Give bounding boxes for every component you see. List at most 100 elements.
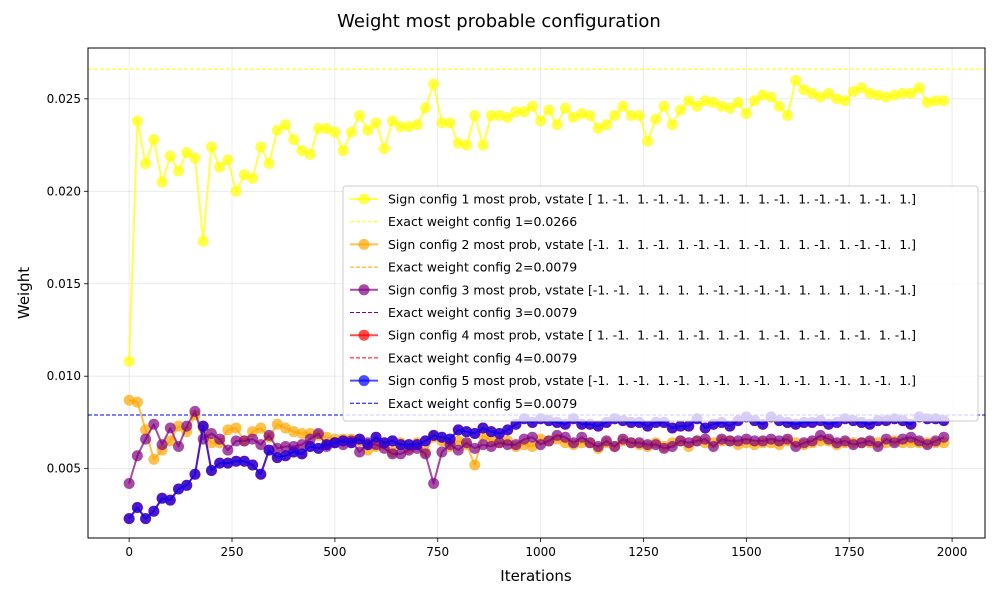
data-point <box>650 113 662 125</box>
legend-point-marker <box>358 375 370 387</box>
x-tick-label: 1250 <box>628 545 659 559</box>
data-point <box>140 158 152 170</box>
data-point <box>321 439 333 451</box>
chart-title: Weight most probable configuration <box>337 11 661 32</box>
data-point <box>839 435 851 447</box>
data-point <box>609 440 621 452</box>
data-point <box>757 89 769 101</box>
data-point <box>271 418 283 430</box>
data-point <box>897 433 909 445</box>
data-point <box>485 440 497 452</box>
x-axis-title: Iterations <box>500 567 572 585</box>
data-point <box>666 422 678 434</box>
data-point <box>288 446 300 458</box>
data-point <box>214 433 226 445</box>
data-point <box>749 95 761 107</box>
data-point <box>938 95 950 107</box>
data-point <box>905 87 917 99</box>
data-point <box>510 106 522 118</box>
data-point <box>280 422 292 434</box>
data-point <box>518 433 530 445</box>
legend-point-marker <box>358 284 370 296</box>
data-point <box>452 444 464 456</box>
data-point <box>148 505 160 517</box>
data-point <box>411 439 423 451</box>
legend-label: Exact weight config 4=0.0079 <box>388 350 577 365</box>
data-point <box>568 437 580 449</box>
data-point <box>173 420 185 432</box>
data-point <box>600 119 612 131</box>
data-point <box>592 122 604 134</box>
data-point <box>222 444 234 456</box>
x-tick-label: 500 <box>323 545 346 559</box>
data-point <box>189 468 201 480</box>
data-point <box>781 433 793 445</box>
data-point <box>444 433 456 445</box>
data-point <box>781 109 793 121</box>
data-point <box>642 439 654 451</box>
data-point <box>411 119 423 131</box>
data-point <box>707 440 719 452</box>
data-point <box>691 435 703 447</box>
data-point <box>296 145 308 157</box>
data-point <box>370 117 382 129</box>
legend-entry: Exact weight config 4=0.0079 <box>350 350 577 365</box>
legend: Sign config 1 most prob, vstate [ 1. -1.… <box>342 185 979 422</box>
x-tick-label: 1750 <box>834 545 865 559</box>
data-point <box>559 418 571 430</box>
data-point <box>740 108 752 120</box>
data-point <box>609 109 621 121</box>
data-point <box>823 433 835 445</box>
data-point <box>436 431 448 443</box>
data-point <box>354 446 366 458</box>
data-point <box>395 448 407 460</box>
data-point <box>164 150 176 162</box>
data-point <box>419 448 431 460</box>
data-point <box>214 161 226 173</box>
data-point <box>280 440 292 452</box>
data-point <box>888 89 900 101</box>
data-point <box>452 435 464 447</box>
data-point <box>123 394 135 406</box>
data-point <box>164 435 176 447</box>
y-tick-label: 0.025 <box>47 92 81 106</box>
data-point <box>617 433 629 445</box>
data-point <box>312 122 324 134</box>
data-point <box>864 418 876 430</box>
data-point <box>255 141 267 153</box>
data-point <box>156 176 168 188</box>
data-point <box>658 442 670 454</box>
data-point <box>205 465 217 477</box>
data-point <box>123 513 135 525</box>
data-point <box>444 117 456 129</box>
data-point <box>238 435 250 447</box>
data-point <box>255 439 267 451</box>
data-point <box>847 439 859 451</box>
data-point <box>247 433 259 445</box>
data-point <box>230 185 242 197</box>
data-point <box>699 95 711 107</box>
data-point <box>823 418 835 430</box>
data-point <box>732 435 744 447</box>
data-point <box>296 428 308 440</box>
data-point <box>230 422 242 434</box>
data-point <box>913 82 925 94</box>
data-point <box>345 126 357 138</box>
data-point <box>872 440 884 452</box>
x-tick-label: 0 <box>125 545 133 559</box>
data-point <box>814 91 826 103</box>
data-point <box>156 492 168 504</box>
data-point <box>329 126 341 138</box>
data-point <box>329 437 341 449</box>
data-point <box>584 418 596 430</box>
data-point <box>280 450 292 462</box>
legend-point-marker <box>358 329 370 341</box>
data-point <box>675 420 687 432</box>
data-point <box>798 437 810 449</box>
data-point <box>526 100 538 112</box>
data-point <box>658 100 670 112</box>
legend-entry: Exact weight config 1=0.0266 <box>350 214 577 229</box>
data-point <box>263 158 275 170</box>
data-point <box>173 440 185 452</box>
legend-label: Exact weight config 5=0.0079 <box>388 396 577 411</box>
